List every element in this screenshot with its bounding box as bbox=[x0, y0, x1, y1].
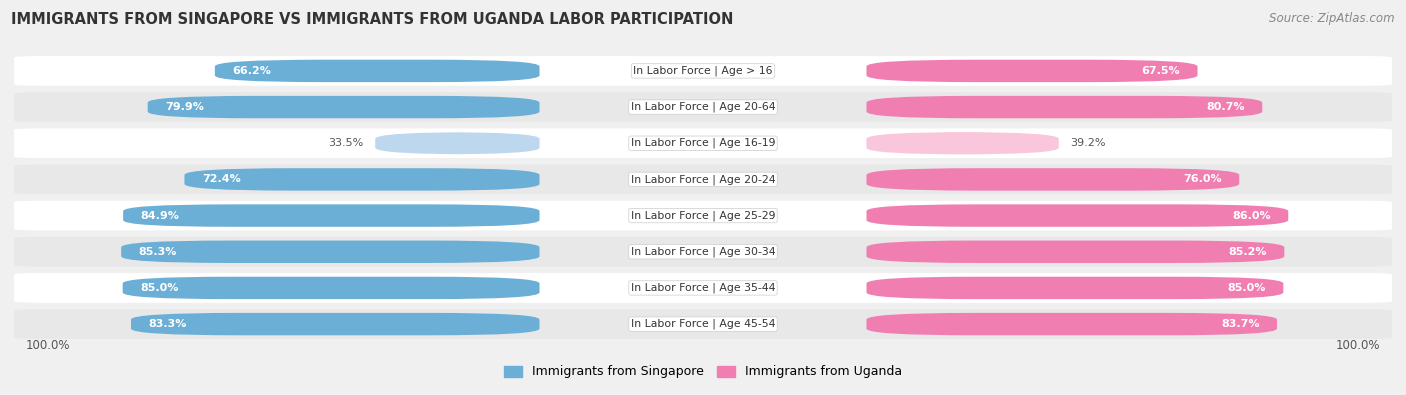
Text: In Labor Force | Age > 16: In Labor Force | Age > 16 bbox=[633, 66, 773, 76]
Text: 100.0%: 100.0% bbox=[25, 339, 70, 352]
FancyBboxPatch shape bbox=[866, 132, 1059, 154]
Text: 85.0%: 85.0% bbox=[1227, 283, 1265, 293]
Text: Source: ZipAtlas.com: Source: ZipAtlas.com bbox=[1270, 12, 1395, 25]
Text: In Labor Force | Age 25-29: In Labor Force | Age 25-29 bbox=[631, 210, 775, 221]
FancyBboxPatch shape bbox=[866, 313, 1277, 335]
FancyBboxPatch shape bbox=[866, 277, 1284, 299]
FancyBboxPatch shape bbox=[866, 60, 1198, 82]
FancyBboxPatch shape bbox=[184, 168, 540, 191]
Text: In Labor Force | Age 30-34: In Labor Force | Age 30-34 bbox=[631, 246, 775, 257]
Text: 85.3%: 85.3% bbox=[139, 247, 177, 257]
Text: IMMIGRANTS FROM SINGAPORE VS IMMIGRANTS FROM UGANDA LABOR PARTICIPATION: IMMIGRANTS FROM SINGAPORE VS IMMIGRANTS … bbox=[11, 12, 734, 27]
Text: In Labor Force | Age 45-54: In Labor Force | Age 45-54 bbox=[631, 319, 775, 329]
Text: 86.0%: 86.0% bbox=[1232, 211, 1271, 220]
FancyBboxPatch shape bbox=[14, 128, 1392, 158]
FancyBboxPatch shape bbox=[14, 165, 1392, 194]
FancyBboxPatch shape bbox=[121, 241, 540, 263]
Text: 80.7%: 80.7% bbox=[1206, 102, 1244, 112]
FancyBboxPatch shape bbox=[866, 96, 1263, 118]
FancyBboxPatch shape bbox=[131, 313, 540, 335]
FancyBboxPatch shape bbox=[124, 204, 540, 227]
Text: 72.4%: 72.4% bbox=[202, 175, 240, 184]
Text: In Labor Force | Age 35-44: In Labor Force | Age 35-44 bbox=[631, 283, 775, 293]
FancyBboxPatch shape bbox=[375, 132, 540, 154]
FancyBboxPatch shape bbox=[148, 96, 540, 118]
FancyBboxPatch shape bbox=[215, 60, 540, 82]
FancyBboxPatch shape bbox=[14, 309, 1392, 339]
Text: 67.5%: 67.5% bbox=[1142, 66, 1180, 76]
Text: 39.2%: 39.2% bbox=[1070, 138, 1107, 148]
Text: 84.9%: 84.9% bbox=[141, 211, 180, 220]
Text: 66.2%: 66.2% bbox=[232, 66, 271, 76]
FancyBboxPatch shape bbox=[14, 201, 1392, 230]
Text: 33.5%: 33.5% bbox=[329, 138, 364, 148]
Text: 76.0%: 76.0% bbox=[1182, 175, 1222, 184]
Text: In Labor Force | Age 20-64: In Labor Force | Age 20-64 bbox=[631, 102, 775, 112]
Text: 83.3%: 83.3% bbox=[149, 319, 187, 329]
Text: 83.7%: 83.7% bbox=[1220, 319, 1260, 329]
Text: 100.0%: 100.0% bbox=[1336, 339, 1381, 352]
Text: 79.9%: 79.9% bbox=[165, 102, 204, 112]
FancyBboxPatch shape bbox=[14, 92, 1392, 122]
FancyBboxPatch shape bbox=[14, 273, 1392, 303]
FancyBboxPatch shape bbox=[866, 204, 1288, 227]
Legend: Immigrants from Singapore, Immigrants from Uganda: Immigrants from Singapore, Immigrants fr… bbox=[499, 360, 907, 384]
Text: 85.2%: 85.2% bbox=[1229, 247, 1267, 257]
Text: In Labor Force | Age 16-19: In Labor Force | Age 16-19 bbox=[631, 138, 775, 149]
FancyBboxPatch shape bbox=[122, 277, 540, 299]
FancyBboxPatch shape bbox=[14, 56, 1392, 86]
FancyBboxPatch shape bbox=[866, 168, 1239, 191]
FancyBboxPatch shape bbox=[14, 237, 1392, 267]
Text: 85.0%: 85.0% bbox=[141, 283, 179, 293]
Text: In Labor Force | Age 20-24: In Labor Force | Age 20-24 bbox=[631, 174, 775, 185]
FancyBboxPatch shape bbox=[866, 241, 1284, 263]
